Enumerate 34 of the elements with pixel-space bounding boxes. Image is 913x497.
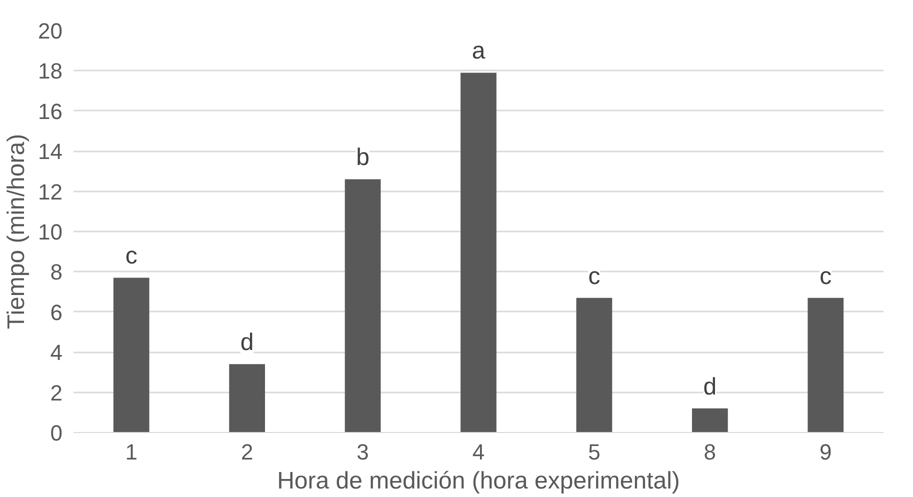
annotation: c — [588, 262, 600, 290]
x-tick-label: 3 — [356, 440, 369, 464]
annotation: d — [703, 373, 717, 400]
x-tick-label: 1 — [125, 440, 138, 464]
bar — [576, 298, 612, 432]
bar — [692, 408, 728, 432]
y-axis-title: Tiempo (min/hora) — [3, 134, 30, 330]
bar — [808, 298, 844, 432]
y-tick-label: 16 — [38, 98, 63, 124]
x-tick-label: 2 — [240, 440, 254, 464]
y-tick-label: 2 — [50, 380, 63, 406]
annotation: c — [820, 262, 832, 290]
y-tick-label: 14 — [38, 139, 63, 164]
bar — [344, 179, 381, 432]
annotation: d — [240, 329, 254, 356]
bar — [113, 278, 150, 432]
y-tick-label: 18 — [38, 58, 63, 84]
annotation: a — [472, 38, 486, 65]
x-tick-label: 5 — [588, 440, 600, 464]
y-tick-label: 12 — [38, 179, 63, 204]
annotation: b — [356, 144, 370, 172]
annotation: c — [125, 242, 138, 270]
x-tick-label: 9 — [820, 440, 832, 464]
bar — [460, 72, 496, 432]
y-tick-label: 8 — [50, 260, 63, 285]
x-tick-label: 4 — [472, 440, 485, 464]
y-tick-label: 4 — [50, 340, 63, 366]
y-tick-label: 10 — [38, 220, 63, 244]
y-tick-label: 20 — [38, 18, 63, 44]
y-tick-label: 0 — [50, 420, 63, 446]
x-tick-label: 8 — [704, 440, 716, 464]
y-tick-label: 6 — [50, 300, 63, 325]
bar — [229, 364, 266, 432]
x-axis-title: Hora de medición (hora experimental) — [277, 468, 680, 494]
